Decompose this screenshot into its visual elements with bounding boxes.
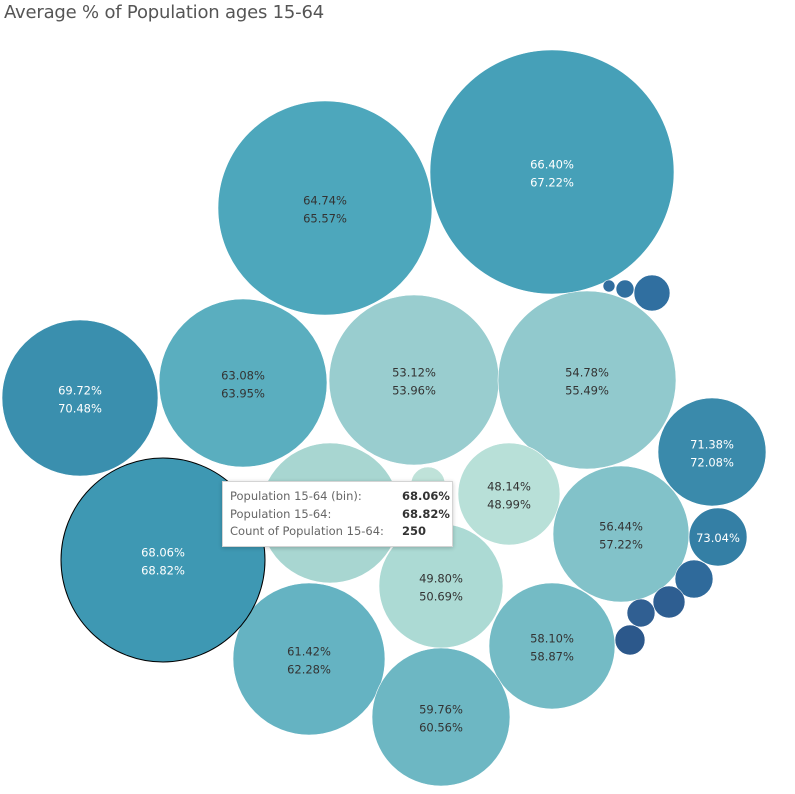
bubble[interactable] <box>652 585 686 619</box>
bubble-label-bin: 48.14% <box>487 480 531 494</box>
bubble-label-bin: 73.04% <box>696 531 740 545</box>
bubble-circle[interactable] <box>688 507 748 567</box>
bubble-label-bin: 71.38% <box>690 438 734 452</box>
bubble-label-average: 48.99% <box>487 498 531 512</box>
bubble-circle[interactable] <box>232 582 386 736</box>
bubble-circle[interactable] <box>217 100 433 316</box>
bubble-circle[interactable] <box>328 294 500 466</box>
bubble[interactable] <box>615 279 635 299</box>
tooltip-label: Population 15-64: <box>230 506 332 521</box>
bubble[interactable] <box>626 598 656 628</box>
bubble-circle[interactable] <box>602 279 616 293</box>
bubble-label-bin: 49.80% <box>419 572 463 586</box>
bubble[interactable]: 64.74% 65.57% <box>217 100 433 316</box>
bubble-circle[interactable] <box>371 647 511 787</box>
bubble-circle[interactable] <box>429 49 675 295</box>
bubble-label-bin: 63.08% <box>221 369 265 383</box>
bubble-label-bin: 59.76% <box>419 703 463 717</box>
bubble[interactable]: 53.12% 53.96% <box>328 294 500 466</box>
bubble-circle[interactable] <box>652 585 686 619</box>
bubble-circle[interactable] <box>674 559 714 599</box>
bubble-label-average: 57.22% <box>599 538 643 552</box>
bubble-circle[interactable] <box>615 279 635 299</box>
bubble-label-average: 67.22% <box>530 176 574 190</box>
bubble[interactable]: 63.08% 63.95% <box>158 298 328 468</box>
bubble-label-average: 50.69% <box>419 590 463 604</box>
bubble-label-average: 63.95% <box>221 387 265 401</box>
bubble-label-bin: 64.74% <box>303 194 347 208</box>
bubble[interactable]: 66.40% 67.22% <box>429 49 675 295</box>
bubble-circle[interactable] <box>457 442 561 546</box>
bubble[interactable]: 56.44% 57.22% <box>552 465 690 603</box>
bubble-circle[interactable] <box>614 624 646 656</box>
bubble-label-bin: 68.06% <box>141 546 185 560</box>
bubble-label-average: 70.48% <box>58 402 102 416</box>
bubble[interactable]: 61.42% 62.28% <box>232 582 386 736</box>
bubble-circle[interactable] <box>626 598 656 628</box>
bubble[interactable] <box>674 559 714 599</box>
bubble[interactable]: 68.06% 68.82% <box>60 457 266 663</box>
tooltip-value: 68.06% <box>402 489 450 503</box>
bubble-circle[interactable] <box>657 397 767 507</box>
bubble-circle[interactable] <box>488 582 616 710</box>
bubble-label-average: 53.96% <box>392 384 436 398</box>
bubble[interactable] <box>602 279 616 293</box>
tooltip-value: 68.82% <box>402 506 450 521</box>
bubble[interactable]: 48.14% 48.99% <box>457 442 561 546</box>
bubble[interactable]: 73.04% <box>688 507 748 567</box>
bubble-label-bin: 53.12% <box>392 366 436 380</box>
bubble-label-bin: 69.72% <box>58 384 102 398</box>
bubble-label-average: 62.28% <box>287 663 331 677</box>
bubble-label-average: 65.57% <box>303 212 347 226</box>
tooltip-label: Count of Population 15-64: <box>230 524 384 538</box>
tooltip: Population 15-64 (bin): 68.06% Populatio… <box>222 481 453 547</box>
bubble-circle[interactable] <box>497 290 677 470</box>
bubble[interactable] <box>633 274 671 312</box>
bubble[interactable]: 49.80% 50.69% <box>378 523 504 649</box>
bubble-label-bin: 58.10% <box>530 632 574 646</box>
bubble-label-average: 58.87% <box>530 650 574 664</box>
tooltip-row-count: Count of Population 15-64: 250 <box>230 524 452 542</box>
bubble-label-bin: 61.42% <box>287 645 331 659</box>
bubble-circle[interactable] <box>633 274 671 312</box>
bubble-label-average: 55.49% <box>565 384 609 398</box>
bubble-label-bin: 66.40% <box>530 158 574 172</box>
tooltip-row-population: Population 15-64: 68.82% <box>230 507 452 525</box>
bubble[interactable]: 58.10% 58.87% <box>488 582 616 710</box>
bubble[interactable]: 54.78% 55.49% <box>497 290 677 470</box>
bubble[interactable]: 71.38% 72.08% <box>657 397 767 507</box>
page-title: Average % of Population ages 15-64 <box>4 2 324 23</box>
bubble-label-average: 72.08% <box>690 456 734 470</box>
tooltip-label: Population 15-64 (bin): <box>230 489 362 503</box>
tooltip-value: 250 <box>402 524 427 538</box>
bubble-label-average: 68.82% <box>141 564 185 578</box>
bubble-label-bin: 56.44% <box>599 520 643 534</box>
bubble-circle[interactable] <box>552 465 690 603</box>
tooltip-row-bin: Population 15-64 (bin): 68.06% <box>230 489 452 507</box>
bubble-circle-selected[interactable] <box>60 457 266 663</box>
bubble-label-average: 60.56% <box>419 721 463 735</box>
bubble-circle[interactable] <box>158 298 328 468</box>
bubble-circle[interactable] <box>1 319 159 477</box>
bubble[interactable] <box>614 624 646 656</box>
bubble[interactable]: 69.72% 70.48% <box>1 319 159 477</box>
bubble[interactable]: 59.76% 60.56% <box>371 647 511 787</box>
bubble-label-bin: 54.78% <box>565 366 609 380</box>
